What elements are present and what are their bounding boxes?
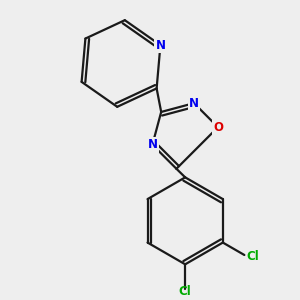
Text: Cl: Cl (179, 285, 192, 298)
Text: N: N (147, 138, 158, 151)
Text: N: N (155, 39, 165, 52)
Text: N: N (189, 97, 199, 110)
Text: O: O (213, 121, 223, 134)
Text: Cl: Cl (246, 250, 259, 262)
